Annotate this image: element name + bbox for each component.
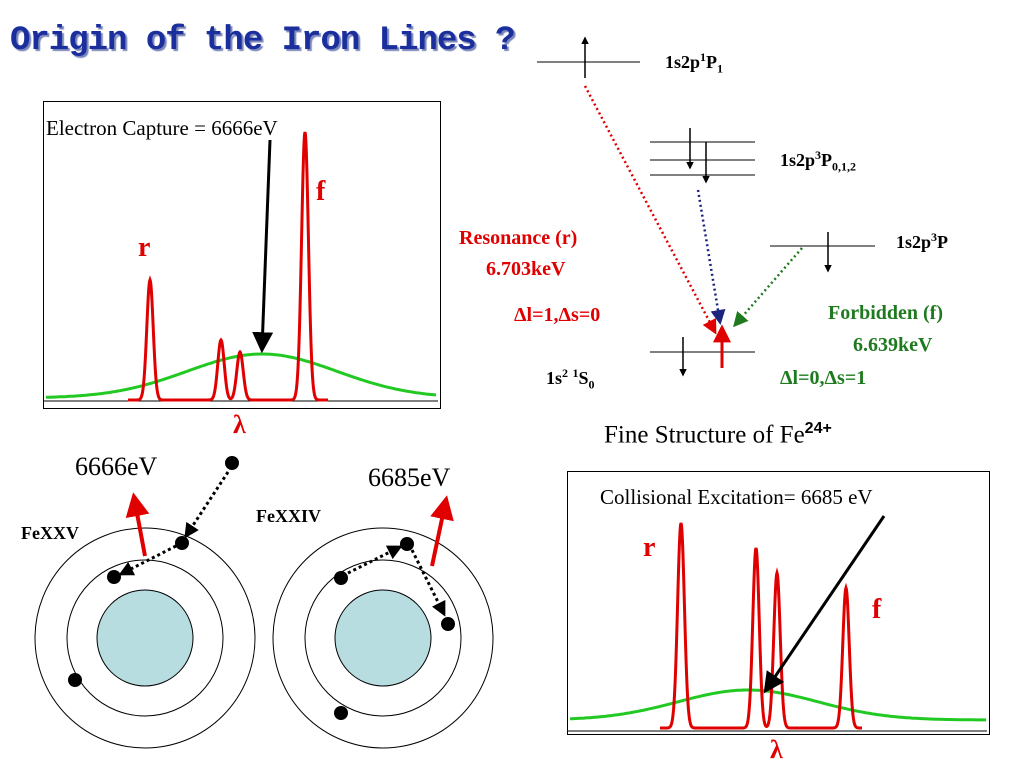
level-1s2p3P012: 1s2p3P0,1,2 (780, 148, 857, 174)
bottom-spectrum-label: Collisional Excitation= 6685 eV (600, 485, 873, 509)
top-f-label: f (316, 176, 326, 207)
left-outer-orbit (34, 527, 256, 749)
bottom-excitation-arrow (763, 515, 886, 694)
top-narrow-lines (128, 131, 328, 402)
left-atom (34, 456, 256, 749)
slide-title: Origin of the Iron Lines ? (10, 22, 515, 60)
resonance-transition-arrow (583, 85, 717, 335)
right-outer-orbit (272, 527, 494, 749)
bottom-broad-line (569, 688, 986, 722)
left-electron-1 (225, 456, 239, 470)
bottom-f-label: f (872, 594, 882, 625)
right-atom-ion: FeXXIV (256, 506, 321, 526)
top-capture-arrow (252, 139, 274, 354)
left-electron-3 (107, 570, 121, 584)
right-electron-4 (334, 706, 348, 720)
right-nucleus (334, 589, 432, 687)
resonance-energy: 6.703keV (486, 258, 566, 280)
energy-level-diagram (537, 36, 875, 377)
level-1s2p1P1: 1s2p1P1 (665, 50, 724, 76)
left-inner-orbit (66, 559, 224, 717)
left-atom-ion: FeXXV (21, 523, 79, 543)
right-photon-arrow (430, 495, 454, 567)
forbidden-energy: 6.639keV (853, 334, 933, 356)
right-atom-energy: 6685eV (368, 463, 451, 492)
bottom-narrow-lines (660, 522, 862, 730)
right-inner-orbit (304, 559, 462, 717)
left-electron-2 (175, 536, 189, 550)
forbidden-transition-arrow (733, 247, 803, 328)
left-capture-path-1 (184, 471, 230, 539)
intercombination-transition-arrow (696, 189, 726, 325)
top-r-label: r (138, 232, 151, 263)
left-electron-4 (68, 673, 82, 687)
right-electron-1 (334, 571, 348, 585)
right-electron-3 (441, 617, 455, 631)
top-spectrum-label: Electron Capture = 6666eV (46, 116, 278, 140)
right-electron-2 (400, 537, 414, 551)
forbidden-rule: Δl=0,Δs=1 (780, 367, 867, 389)
right-atom (272, 495, 494, 749)
top-lambda-label: λ (233, 410, 246, 439)
left-photon-arrow (125, 492, 150, 557)
bottom-spectrum-plot (568, 515, 987, 732)
bottom-lambda-label: λ (770, 735, 783, 764)
resonance-name: Resonance (r) (459, 227, 578, 249)
bottom-r-label: r (643, 532, 656, 563)
right-excitation-path-1 (347, 545, 403, 575)
top-spectrum-plot (44, 131, 438, 402)
level-1s2p3P: 1s2p3P (896, 230, 949, 252)
left-nucleus (96, 589, 194, 687)
left-capture-path-2 (118, 544, 177, 576)
forbidden-name: Forbidden (f) (828, 302, 943, 324)
fine-structure-caption: Fine Structure of Fe24+ (604, 420, 832, 449)
resonance-rule: Δl=1,Δs=0 (514, 304, 601, 326)
level-ground: 1s2 1S0 (546, 366, 595, 392)
left-atom-energy: 6666eV (75, 452, 158, 481)
